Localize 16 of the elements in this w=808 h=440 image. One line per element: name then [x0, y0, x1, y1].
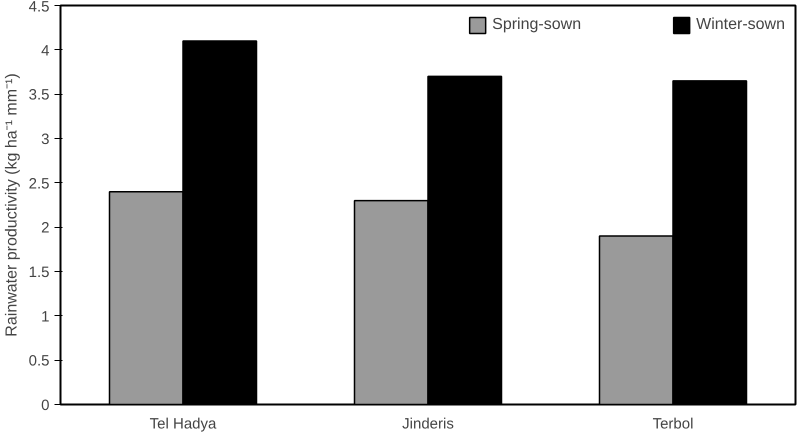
y-tick-label: 3.5	[28, 86, 50, 104]
legend-label: Winter-sown	[696, 16, 785, 34]
y-tick-label: 0.5	[28, 352, 50, 370]
y-tick-label: 4	[41, 42, 50, 60]
y-tick-label: 0	[41, 397, 50, 414]
y-tick-label: 2.5	[28, 175, 50, 192]
x-tick-label: Terbol	[652, 416, 694, 432]
y-tick-label: 1	[41, 308, 50, 326]
y-axis-title: Rainwater productivity (kg ha⁻¹ mm⁻¹)	[4, 73, 21, 337]
y-tick-label: 2	[41, 220, 50, 237]
x-tick-label: Tel Hadya	[150, 416, 218, 432]
legend-label: Spring-sown	[492, 16, 582, 34]
x-tick-label: Jinderis	[402, 416, 454, 432]
y-tick-label: 4.5	[28, 0, 50, 16]
y-tick-label: 1.5	[28, 264, 50, 281]
y-tick-label: 3	[41, 131, 50, 148]
